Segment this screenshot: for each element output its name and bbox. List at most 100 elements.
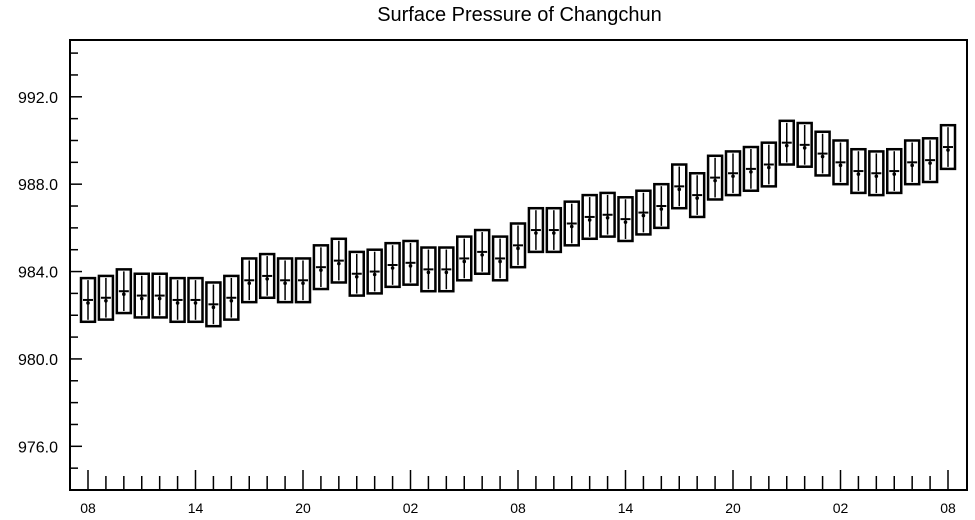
box-mean-dot [354, 274, 359, 279]
box-outline [223, 274, 240, 321]
x-tick-label: 20 [725, 500, 741, 516]
box-mean-dot [569, 224, 574, 229]
box-mark [330, 237, 348, 284]
box-outline [456, 235, 473, 282]
x-axis: 08 14 20 02 08 14 20 02 08 [80, 470, 956, 516]
box-outline [241, 257, 258, 304]
box-outline [850, 147, 867, 195]
y-tick-label: 992.0 [18, 90, 58, 107]
box-outline [832, 139, 849, 186]
box-mark [258, 252, 276, 300]
box-outline [545, 206, 563, 254]
box-mean-dot [211, 305, 216, 310]
box-mean-dot [86, 301, 90, 305]
box-mark [205, 281, 222, 328]
box-mean-dot [462, 259, 467, 264]
box-outline [348, 250, 365, 297]
box-outline [886, 147, 903, 195]
box-mark [581, 193, 598, 241]
box-mean-dot [122, 292, 126, 297]
box-mark [312, 244, 330, 291]
x-tick-label: 08 [80, 500, 96, 516]
box-outline [491, 235, 509, 282]
box-outline [509, 222, 527, 269]
box-mean-dot [444, 270, 449, 275]
box-mean-dot [139, 296, 144, 301]
box-mark [473, 228, 491, 275]
box-mean-dot [516, 246, 520, 251]
box-mean-dot [372, 272, 377, 277]
box-mean-dot [229, 298, 234, 303]
box-mark [527, 206, 545, 254]
box-outline [760, 141, 778, 188]
box-mark [384, 241, 401, 289]
box-outline [921, 137, 939, 184]
box-outline [187, 276, 204, 324]
box-mean-dot [337, 261, 341, 266]
box-outline [438, 246, 455, 293]
box-mean-dot [856, 172, 861, 176]
box-mark [115, 268, 133, 315]
box-mark [491, 235, 509, 282]
y-tick-label: 976.0 [18, 439, 58, 456]
box-outline [276, 257, 294, 304]
box-mean-dot [641, 213, 646, 218]
box-outline [420, 246, 437, 293]
box-mean-dot [390, 266, 395, 270]
box-mark [563, 200, 580, 247]
box-outline [563, 200, 580, 247]
box-mark [79, 276, 97, 324]
box-outline [617, 196, 634, 243]
box-outline [688, 172, 706, 219]
box-mean-dot [695, 196, 699, 200]
box-mark [241, 257, 258, 304]
box-mark [294, 257, 312, 304]
box-outline [384, 241, 401, 289]
box-mark [706, 154, 724, 201]
box-mean-dot [659, 207, 664, 211]
box-outline [903, 139, 921, 186]
box-mean-dot [265, 277, 269, 281]
box-mark [939, 123, 957, 171]
box-mean-dot [731, 174, 735, 179]
box-mark [832, 139, 849, 186]
box-mean-dot [552, 231, 556, 235]
box-mark [635, 189, 652, 236]
box-mark [456, 235, 473, 282]
box-mark [903, 139, 921, 186]
chart-title: Surface Pressure of Changchun [377, 4, 662, 26]
box-mark [223, 274, 240, 321]
box-outline [473, 228, 491, 275]
box-outline [402, 239, 419, 286]
box-mean-dot [820, 154, 825, 159]
box-outline [133, 272, 150, 319]
box-mean-dot [175, 301, 180, 305]
x-tick-label: 02 [833, 500, 849, 516]
box-mean-dot [104, 298, 108, 303]
box-outline [671, 163, 688, 210]
box-mean-dot [713, 178, 717, 183]
box-mark [778, 119, 795, 166]
box-mark [760, 141, 778, 188]
box-outline [312, 244, 330, 291]
x-tick-label: 14 [618, 500, 634, 516]
box-outline [742, 145, 760, 192]
box-mean-dot [157, 296, 162, 301]
box-mark [742, 145, 760, 192]
box-mark [545, 206, 563, 254]
box-mean-dot [301, 281, 305, 286]
box-mean-dot [426, 270, 431, 275]
box-mark [599, 191, 616, 238]
box-mean-dot [319, 268, 323, 272]
box-outline [706, 154, 724, 201]
box-outline [599, 191, 616, 238]
box-series [79, 119, 957, 328]
box-outline [294, 257, 312, 304]
box-mark [617, 196, 634, 243]
box-outline [939, 123, 957, 171]
box-mean-dot [480, 253, 484, 257]
box-mean-dot [784, 143, 789, 148]
box-mark [796, 121, 813, 168]
box-outline [581, 193, 598, 241]
box-outline [778, 119, 795, 166]
